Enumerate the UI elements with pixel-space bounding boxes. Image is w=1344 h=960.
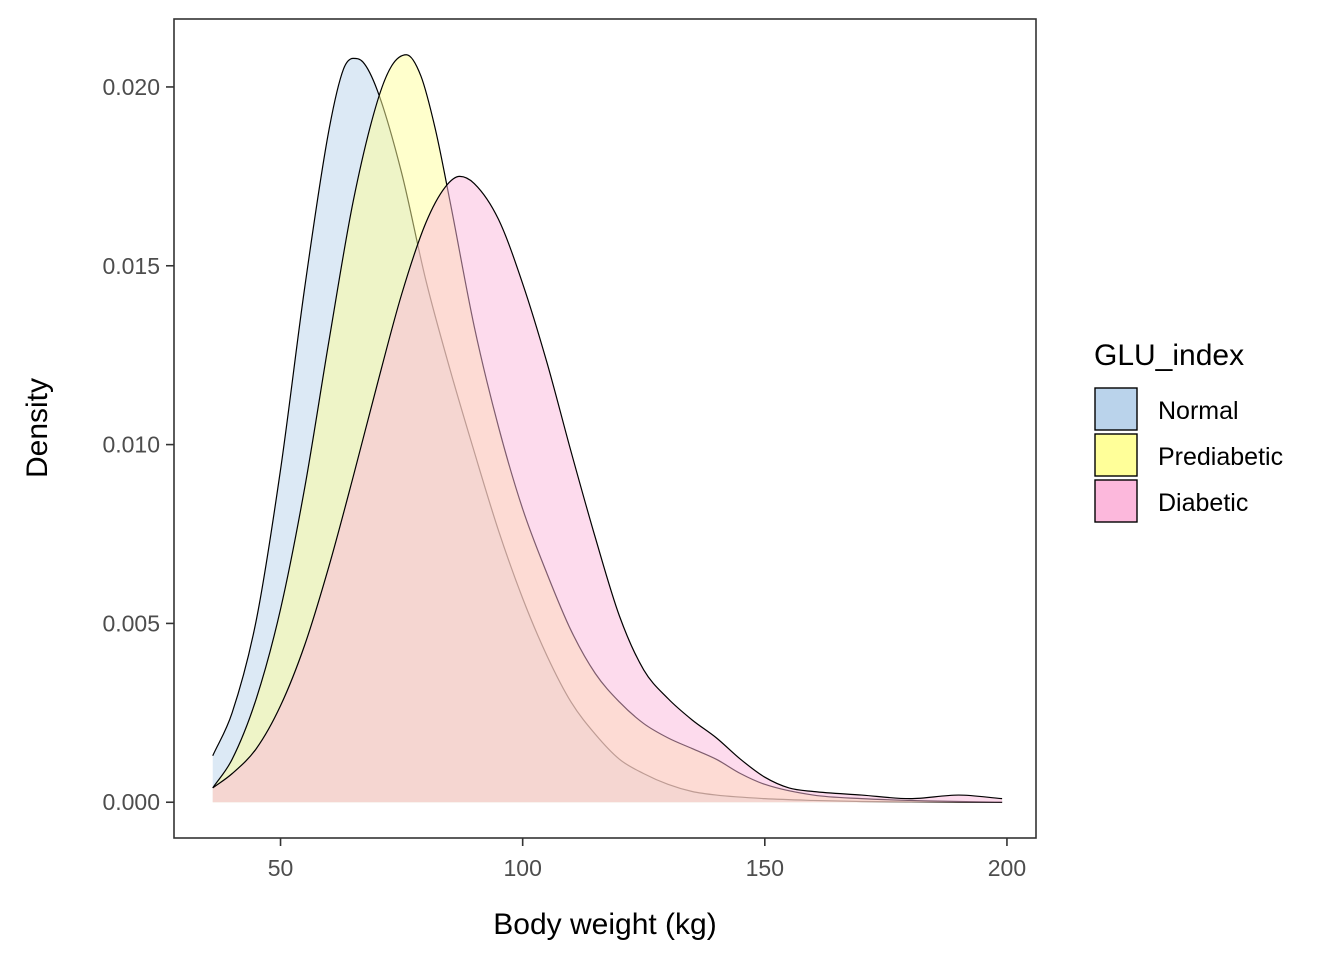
x-tick-label: 100: [503, 855, 541, 881]
legend-label-prediabetic: Prediabetic: [1158, 443, 1283, 471]
legend-key-diabetic: [1094, 479, 1138, 523]
y-tick-label: 0.005: [102, 610, 160, 636]
x-tick-label: 50: [268, 855, 294, 881]
legend: GLU_index Normal Prediabetic Diabetic: [1094, 339, 1283, 523]
legend-items: Normal Prediabetic Diabetic: [1094, 387, 1283, 523]
x-axis-title: Body weight (kg): [493, 908, 716, 941]
density-line-diabetic: [212, 175, 1003, 800]
legend-label-normal: Normal: [1158, 397, 1239, 425]
legend-key-normal: [1094, 387, 1138, 431]
x-tick-label: 200: [988, 855, 1026, 881]
y-axis: 0.000 0.005 0.010 0.015 0.020: [102, 74, 174, 815]
y-tick-label: 0.000: [102, 789, 160, 815]
x-tick-label: 150: [746, 855, 784, 881]
legend-title: GLU_index: [1094, 339, 1244, 372]
y-tick-label: 0.010: [102, 432, 160, 458]
series-layer: [212, 54, 1003, 803]
density-area-diabetic: [212, 176, 1003, 803]
x-axis: 50 100 150 200: [268, 838, 1026, 881]
legend-label-diabetic: Diabetic: [1158, 489, 1248, 517]
legend-key-prediabetic: [1094, 433, 1138, 477]
y-tick-label: 0.020: [102, 74, 160, 100]
y-axis-title: Density: [21, 378, 54, 478]
y-tick-label: 0.015: [102, 253, 160, 279]
plot-panel-border: [173, 18, 1037, 839]
